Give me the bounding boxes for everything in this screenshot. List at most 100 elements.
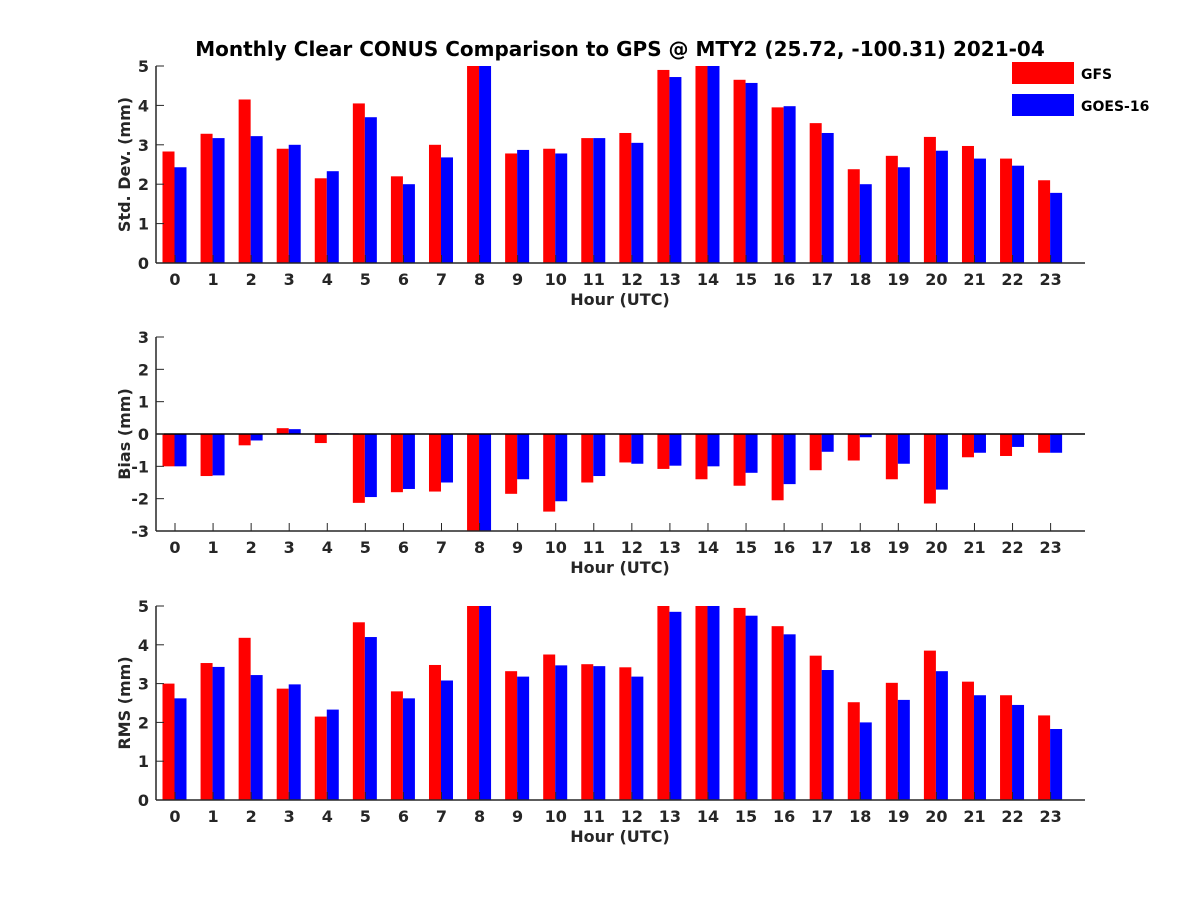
x-tick-label-std-dev: 22	[1001, 270, 1023, 289]
x-tick-label-bias: 20	[925, 538, 947, 557]
bar-rms-gfs-7	[428, 664, 441, 800]
bar-bias-gfs-20	[923, 434, 936, 504]
x-tick-label-rms: 3	[284, 807, 295, 826]
bar-rms-gfs-2	[238, 637, 251, 800]
x-tick-label-std-dev: 14	[697, 270, 719, 289]
bar-std-dev-goes16-12	[631, 142, 644, 263]
bar-rms-gfs-18	[847, 702, 860, 800]
bar-rms-gfs-8	[467, 606, 480, 800]
bar-bias-goes16-14	[707, 434, 720, 467]
bar-std-dev-goes16-0	[174, 167, 187, 263]
bar-rms-gfs-4	[314, 716, 327, 800]
x-tick-label-rms: 4	[322, 807, 333, 826]
bar-rms-goes16-6	[402, 698, 415, 800]
bar-std-dev-gfs-4	[314, 178, 327, 263]
bar-rms-gfs-15	[733, 607, 746, 800]
y-tick-label-std-dev: 0	[138, 254, 149, 273]
x-tick-label-std-dev: 19	[887, 270, 909, 289]
bar-bias-gfs-22	[1000, 434, 1013, 456]
bar-rms-gfs-21	[961, 681, 974, 800]
x-tick-label-rms: 16	[773, 807, 795, 826]
x-tick-label-rms: 11	[583, 807, 605, 826]
y-axis-label-rms: RMS (mm)	[115, 656, 134, 749]
x-tick-label-bias: 23	[1039, 538, 1061, 557]
bar-bias-goes16-23	[1050, 434, 1063, 453]
x-tick-label-rms: 19	[887, 807, 909, 826]
x-tick-label-std-dev: 4	[322, 270, 333, 289]
x-tick-label-bias: 10	[545, 538, 567, 557]
x-tick-label-std-dev: 11	[583, 270, 605, 289]
bar-rms-gfs-9	[505, 671, 518, 800]
bar-bias-goes16-10	[555, 434, 568, 502]
bar-rms-gfs-13	[657, 606, 670, 800]
bar-std-dev-goes16-17	[821, 132, 834, 263]
bar-rms-gfs-12	[619, 667, 632, 800]
bar-std-dev-gfs-17	[809, 123, 822, 263]
bar-std-dev-gfs-21	[961, 145, 974, 263]
x-tick-label-bias: 16	[773, 538, 795, 557]
x-tick-label-rms: 5	[360, 807, 371, 826]
x-tick-label-std-dev: 17	[811, 270, 833, 289]
y-tick-label-rms: 3	[138, 675, 149, 694]
x-tick-label-std-dev: 18	[849, 270, 871, 289]
x-tick-label-std-dev: 23	[1039, 270, 1061, 289]
y-tick-label-bias: 1	[138, 393, 149, 412]
x-tick-label-std-dev: 20	[925, 270, 947, 289]
bar-rms-goes16-0	[174, 698, 187, 800]
x-tick-label-std-dev: 15	[735, 270, 757, 289]
bar-std-dev-gfs-19	[885, 155, 898, 263]
bar-rms-goes16-4	[326, 709, 339, 800]
x-tick-label-rms: 22	[1001, 807, 1023, 826]
bar-std-dev-goes16-7	[440, 157, 453, 263]
x-axis-label-std-dev: Hour (UTC)	[570, 290, 670, 309]
bar-rms-goes16-23	[1050, 728, 1063, 800]
bar-std-dev-goes16-9	[517, 149, 530, 263]
bar-bias-goes16-1	[212, 434, 225, 476]
bar-std-dev-gfs-11	[581, 138, 594, 263]
bar-std-dev-goes16-23	[1050, 192, 1063, 263]
bar-rms-goes16-15	[745, 615, 758, 800]
x-tick-label-std-dev: 9	[512, 270, 523, 289]
x-tick-label-rms: 20	[925, 807, 947, 826]
bar-std-dev-goes16-16	[783, 106, 796, 263]
bar-std-dev-goes16-20	[935, 150, 948, 263]
bar-std-dev-goes16-5	[364, 117, 377, 263]
bar-std-dev-gfs-0	[162, 151, 175, 263]
y-tick-label-rms: 0	[138, 791, 149, 810]
bar-std-dev-gfs-15	[733, 79, 746, 263]
y-tick-label-bias: -1	[131, 457, 149, 476]
bar-bias-goes16-15	[745, 434, 758, 473]
bar-rms-goes16-19	[897, 699, 910, 800]
x-tick-label-rms: 6	[398, 807, 409, 826]
x-tick-label-bias: 19	[887, 538, 909, 557]
bar-std-dev-gfs-20	[923, 136, 936, 263]
bar-bias-gfs-19	[885, 434, 898, 480]
bar-rms-goes16-12	[631, 676, 644, 800]
bar-rms-gfs-20	[923, 650, 936, 800]
bar-std-dev-gfs-10	[543, 148, 556, 263]
x-tick-label-rms: 7	[436, 807, 447, 826]
x-tick-label-rms: 23	[1039, 807, 1061, 826]
bar-rms-goes16-21	[973, 695, 986, 800]
legend-swatch-goes16	[1012, 94, 1074, 116]
bar-rms-gfs-1	[200, 663, 213, 800]
bar-rms-goes16-16	[783, 634, 796, 800]
bar-std-dev-gfs-18	[847, 169, 860, 263]
bar-std-dev-gfs-5	[352, 103, 365, 264]
bar-bias-goes16-8	[479, 434, 492, 531]
bar-rms-gfs-23	[1038, 715, 1051, 800]
bar-bias-goes16-21	[973, 434, 986, 453]
y-tick-label-std-dev: 3	[138, 136, 149, 155]
bar-rms-gfs-22	[1000, 695, 1013, 800]
bar-std-dev-goes16-13	[669, 77, 682, 263]
bar-std-dev-gfs-14	[695, 66, 708, 263]
y-tick-label-bias: 2	[138, 360, 149, 379]
bar-std-dev-goes16-10	[555, 153, 568, 263]
x-tick-label-bias: 6	[398, 538, 409, 557]
bar-bias-goes16-11	[593, 434, 606, 477]
x-tick-label-bias: 0	[169, 538, 180, 557]
